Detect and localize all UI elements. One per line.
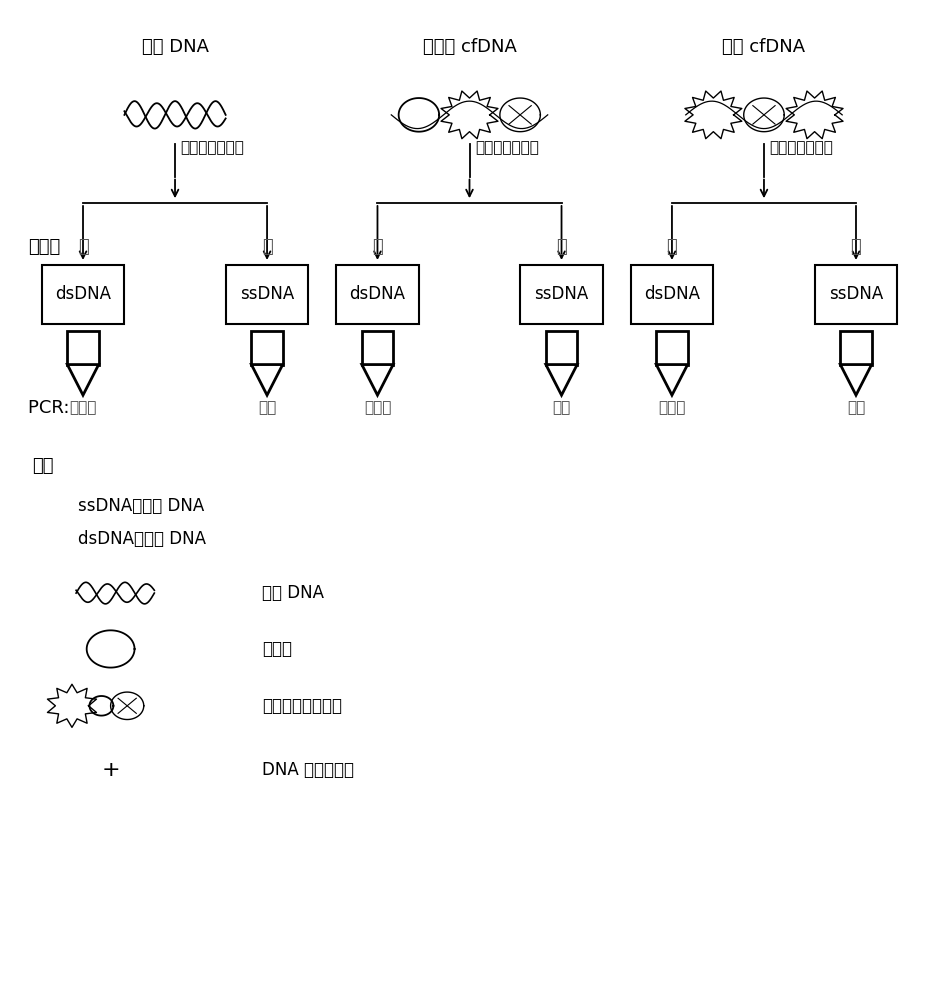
Text: 不扩增: 不扩增 (658, 400, 685, 415)
Polygon shape (252, 331, 283, 365)
Text: 不扩增: 不扩增 (363, 400, 392, 415)
Text: 中: 中 (556, 238, 567, 256)
Polygon shape (252, 365, 283, 395)
Text: 组蛋白的各种修饰: 组蛋白的各种修饰 (263, 697, 343, 715)
Text: 偏低的变性温度: 偏低的变性温度 (769, 140, 834, 155)
Text: 组蛋白: 组蛋白 (263, 640, 292, 658)
Text: DNA 甲基化修饰: DNA 甲基化修饰 (263, 760, 354, 778)
Text: dsDNA: dsDNA (349, 285, 406, 303)
FancyBboxPatch shape (336, 265, 419, 324)
Polygon shape (546, 331, 577, 365)
Polygon shape (362, 331, 393, 365)
Text: PCR:: PCR: (28, 399, 75, 417)
Text: 偏低的变性温度: 偏低的变性温度 (475, 140, 539, 155)
Text: 不扩增: 不扩增 (69, 400, 97, 415)
Text: 中: 中 (372, 238, 383, 256)
Text: 扩增: 扩增 (258, 400, 276, 415)
Text: 裸露 DNA: 裸露 DNA (142, 38, 208, 56)
Text: +: + (101, 760, 120, 780)
Polygon shape (656, 365, 687, 395)
FancyBboxPatch shape (631, 265, 714, 324)
Text: 扩增: 扩增 (847, 400, 865, 415)
Text: 比例：: 比例： (28, 238, 60, 256)
Polygon shape (546, 365, 577, 395)
Text: 扩增: 扩增 (552, 400, 571, 415)
Polygon shape (656, 331, 687, 365)
Text: ssDNA: ssDNA (240, 285, 294, 303)
FancyBboxPatch shape (41, 265, 124, 324)
Text: ssDNA：单链 DNA: ssDNA：单链 DNA (79, 497, 205, 515)
Polygon shape (362, 365, 393, 395)
Text: 多: 多 (667, 238, 677, 256)
Polygon shape (68, 331, 99, 365)
FancyBboxPatch shape (814, 265, 898, 324)
Text: dsDNA: dsDNA (55, 285, 111, 303)
Text: 少: 少 (78, 238, 88, 256)
FancyBboxPatch shape (225, 265, 309, 324)
Polygon shape (840, 331, 871, 365)
Text: 注：: 注： (32, 457, 54, 475)
Text: 正常人 cfDNA: 正常人 cfDNA (423, 38, 516, 56)
Text: 多: 多 (262, 238, 272, 256)
Text: 双链 DNA: 双链 DNA (263, 584, 325, 602)
FancyBboxPatch shape (520, 265, 603, 324)
Text: dsDNA: dsDNA (644, 285, 700, 303)
Text: 肿瘤 cfDNA: 肿瘤 cfDNA (722, 38, 806, 56)
Polygon shape (840, 365, 871, 395)
Polygon shape (68, 365, 99, 395)
Text: 少: 少 (851, 238, 861, 256)
Text: ssDNA: ssDNA (829, 285, 883, 303)
Text: 偏低的变性温度: 偏低的变性温度 (180, 140, 244, 155)
Text: dsDNA：双链 DNA: dsDNA：双链 DNA (79, 530, 207, 548)
Text: ssDNA: ssDNA (534, 285, 589, 303)
